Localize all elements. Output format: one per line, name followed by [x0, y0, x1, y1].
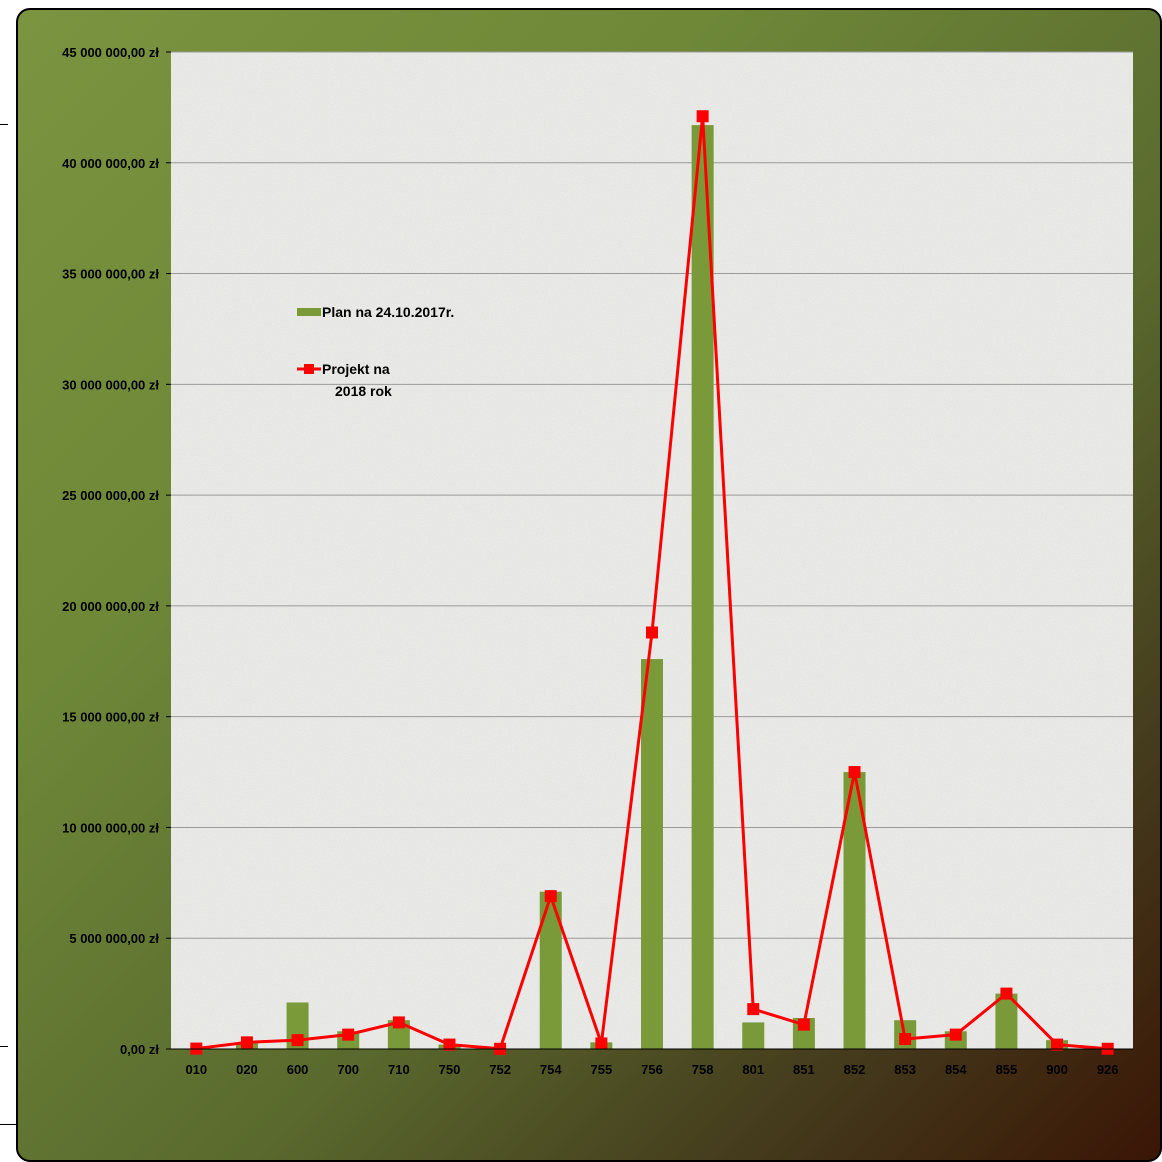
x-tick-label: 853 — [894, 1062, 916, 1077]
line-point — [747, 1003, 760, 1016]
bar — [539, 891, 562, 1049]
x-tick-label: 750 — [439, 1062, 461, 1077]
line-point — [848, 766, 861, 779]
x-tick-label: 754 — [540, 1062, 562, 1077]
x-tick-label: 854 — [945, 1062, 967, 1077]
y-tick-label: 35 000 000,00 zł — [62, 267, 159, 282]
line-point — [1051, 1038, 1064, 1051]
line-point — [696, 110, 709, 123]
x-tick-label: 926 — [1097, 1062, 1119, 1077]
y-tick-label: 10 000 000,00 zł — [62, 820, 159, 835]
legend-label-plan: Plan na 24.10.2017r. — [322, 304, 454, 320]
x-tick-label: 851 — [793, 1062, 815, 1077]
x-tick-label: 852 — [844, 1062, 866, 1077]
y-tick-label: 40 000 000,00 zł — [62, 156, 159, 171]
line-point — [797, 1018, 810, 1031]
x-tick-label: 752 — [489, 1062, 511, 1077]
x-tick-label: 600 — [287, 1062, 309, 1077]
line-point — [595, 1037, 608, 1050]
x-tick-label: 710 — [388, 1062, 410, 1077]
legend-item-plan: Plan na 24.10.2017r. — [297, 304, 454, 320]
left-panel-line-top — [0, 124, 8, 125]
left-panel-line-bottom — [0, 1046, 8, 1047]
line-point — [392, 1016, 405, 1029]
x-tick-label: 758 — [692, 1062, 714, 1077]
bar — [995, 993, 1018, 1049]
legend-swatch-marker-projekt — [304, 364, 314, 374]
line-point — [646, 626, 658, 639]
y-tick-label: 15 000 000,00 zł — [62, 710, 159, 725]
y-tick-label: 5 000 000,00 zł — [69, 931, 159, 946]
bar — [691, 125, 714, 1049]
x-tick-label: 700 — [337, 1062, 359, 1077]
line-point — [342, 1028, 355, 1041]
line-series — [190, 110, 1114, 1055]
legend-item-projekt: Projekt na 2018 rok — [297, 361, 392, 399]
line-point — [949, 1028, 962, 1041]
x-tick-label: 010 — [185, 1062, 207, 1077]
y-tick-label: 25 000 000,00 zł — [62, 488, 159, 503]
x-tick-label: 755 — [591, 1062, 613, 1077]
x-tick-label: 900 — [1046, 1062, 1068, 1077]
line-point — [899, 1033, 912, 1046]
legend-swatch-plan — [297, 308, 321, 316]
x-tick-label: 020 — [236, 1062, 258, 1077]
line-point — [443, 1038, 456, 1051]
y-tick-label: 20 000 000,00 zł — [62, 599, 159, 614]
y-tick-label: 0,00 zł — [120, 1042, 159, 1057]
legend: Plan na 24.10.2017r. Projekt na 2018 rok — [297, 304, 454, 399]
bar — [843, 772, 866, 1049]
legend-label-projekt-line2: 2018 rok — [335, 383, 392, 399]
y-tick-label: 45 000 000,00 zł — [62, 45, 159, 60]
bar — [641, 659, 663, 1049]
x-tick-label: 801 — [742, 1062, 764, 1077]
line-point — [291, 1034, 304, 1047]
x-axis-ticks: 010 020 600 700 710 750 752 754 755 756 758 801 851 8… — [185, 1062, 1118, 1077]
y-tick-label: 30 000 000,00 zł — [62, 377, 159, 392]
line-point — [1000, 987, 1013, 1000]
line-point — [544, 890, 557, 903]
x-tick-label: 756 — [641, 1062, 663, 1077]
left-panel-strip — [0, 0, 18, 1162]
left-panel-line-base — [0, 1124, 18, 1125]
y-axis-ticks: 0,00 zł 5 000 000,00 zł 10 000 000,00 zł 15… — [62, 45, 171, 1057]
bar — [742, 1022, 765, 1049]
legend-label-projekt-line1: Projekt na — [322, 361, 390, 377]
x-tick-label: 855 — [996, 1062, 1018, 1077]
line-point — [240, 1036, 253, 1049]
